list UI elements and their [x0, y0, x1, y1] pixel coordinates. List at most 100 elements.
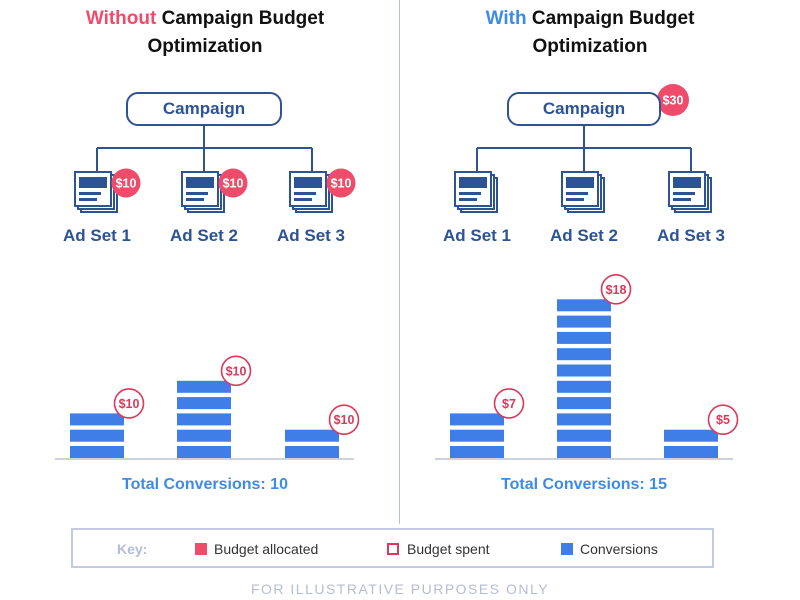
right-adset-1-spent-badge-text: $7 [502, 397, 516, 411]
right-campaign-budget-badge: $30 [657, 84, 689, 116]
right-adset-1-stack-icon [454, 171, 498, 213]
left-adset-1-stack-image [79, 177, 107, 188]
right-adset-2-conversion-block-1 [557, 446, 611, 458]
right-total-conversions: Total Conversions: 15 [501, 476, 667, 493]
right-adset-2-stack-line-2 [566, 198, 584, 201]
right-adset-3-conversion-block-1 [664, 446, 718, 458]
left-adset-1-conversion-block-1 [70, 446, 124, 458]
right-adset-3-stack-image [673, 177, 701, 188]
right-adset-3-spent-badge-text: $5 [716, 413, 730, 427]
left-adset-3-budget-badge-text: $10 [331, 177, 352, 191]
right-adset-2-stack-icon [561, 171, 605, 213]
left-adset-2-conversion-block-4 [177, 397, 231, 410]
left-adset-1-budget-badge: $10 [111, 168, 141, 198]
right-adset-2-conversion-block-2 [557, 429, 611, 442]
left-adset-3-conversion-block-1 [285, 446, 339, 458]
right-campaign-budget-badge-text: $30 [663, 94, 684, 108]
right-adset-3-stack-line-1 [673, 192, 695, 195]
right-adset-2-conversion-block-7 [557, 348, 611, 361]
right-adset-1-conversion-block-1 [450, 446, 504, 458]
left-adset-2-conversion-block-1 [177, 446, 231, 458]
left-adset-3-budget-badge: $10 [326, 168, 356, 198]
right-adset-2-spent-badge-text: $18 [606, 283, 627, 297]
left-adset-2-budget-badge-text: $10 [223, 177, 244, 191]
left-adset-2-conversion-block-5 [177, 380, 231, 393]
left-adset-2-budget-badge: $10 [218, 168, 248, 198]
right-adset-1-stack-line-1 [459, 192, 481, 195]
left-title-accent: Without [85, 8, 157, 29]
left-adset-2-stack-icon [181, 171, 225, 213]
left-adset-1-stack-line-1 [79, 192, 101, 195]
left-adset-1-conversion-block-2 [70, 429, 124, 442]
right-title-rest: Campaign Budget [526, 8, 695, 29]
right-adset-label-2: Ad Set 2 [549, 226, 619, 245]
left-adset-3-spent-badge: $10 [328, 404, 360, 436]
left-adset-2-spent-badge-text: $10 [226, 364, 247, 378]
legend-swatch-allocated [195, 543, 207, 555]
right-title-accent: With [485, 8, 527, 29]
left-adset-2-stack-image [186, 177, 214, 188]
legend-title: Key: [117, 541, 148, 557]
legend-swatch-spent [387, 543, 399, 555]
right-adset-1-stack-image [459, 177, 487, 188]
left-adset-1-stack-line-2 [79, 198, 97, 201]
right-adset-1-stack-line-2 [459, 198, 477, 201]
right-campaign-box: Campaign [507, 92, 661, 126]
right-adset-2-spent-badge: $18 [600, 273, 632, 305]
right-adset-label-1: Ad Set 1 [442, 226, 512, 245]
right-adset-1-spent-badge: $7 [493, 388, 525, 419]
right-adset-3-spent-badge: $5 [707, 404, 739, 436]
left-adset-1-budget-badge-text: $10 [116, 177, 137, 191]
left-campaign-box: Campaign [126, 92, 282, 126]
left-adset-2-spent-badge: $10 [220, 355, 252, 387]
left-adset-label-1: Ad Set 1 [62, 226, 132, 245]
legend-swatch-conversions [561, 543, 573, 555]
panel-divider [399, 0, 400, 524]
right-adset-2-conversion-block-9 [557, 315, 611, 328]
left-adset-2-conversion-block-2 [177, 429, 231, 442]
left-adset-2-spent-badge-circle [220, 355, 252, 387]
left-adset-label-2: Ad Set 2 [169, 226, 239, 245]
left-adset-1-spent-badge-text: $10 [119, 397, 140, 411]
right-adset-1-bar [450, 413, 504, 458]
right-adset-1-conversion-block-3 [450, 413, 504, 426]
left-adset-2-stack-line-2 [186, 198, 204, 201]
right-adset-2-conversion-block-5 [557, 380, 611, 393]
left-adset-1-conversion-block-3 [70, 413, 124, 426]
legend-label-conversions: Conversions [580, 541, 658, 557]
left-adset-2-budget-badge-circle [218, 168, 248, 198]
right-adset-label-3: Ad Set 3 [656, 226, 726, 245]
right-adset-1-spent-badge-circle [493, 388, 525, 419]
left-adset-3-budget-badge-circle [326, 168, 356, 198]
left-adset-3-bar [285, 429, 339, 458]
right-adset-2-spent-badge-circle [600, 273, 632, 305]
left-adset-1-bar [70, 413, 124, 458]
left-adset-3-stack-image [294, 177, 322, 188]
right-adset-1-conversion-block-2 [450, 429, 504, 442]
left-adset-label-3: Ad Set 3 [276, 226, 346, 245]
left-adset-1-stack-icon [74, 171, 118, 213]
left-adset-2-conversion-block-3 [177, 413, 231, 426]
left-adset-3-stack-icon [289, 171, 333, 213]
left-adset-3-spent-badge-text: $10 [334, 413, 355, 427]
left-title-line2: Optimization [147, 36, 263, 57]
right-adset-2-conversion-block-8 [557, 331, 611, 344]
left-title: Without Campaign Budget Optimization [5, 5, 405, 61]
right-title: With Campaign Budget Optimization [390, 5, 790, 61]
left-adset-2-bar [177, 380, 231, 458]
right-adset-2-conversion-block-3 [557, 413, 611, 426]
right-adset-3-stack-icon [668, 171, 712, 213]
right-adset-2-bar [557, 299, 611, 458]
right-adset-3-stack-line-2 [673, 198, 691, 201]
left-total-conversions: Total Conversions: 10 [122, 476, 288, 493]
footer-disclaimer: FOR ILLUSTRATIVE PURPOSES ONLY [250, 581, 550, 597]
left-adset-3-stack-line-1 [294, 192, 316, 195]
left-adset-1-budget-badge-circle [111, 168, 141, 198]
left-adset-2-stack-line-1 [186, 192, 208, 195]
right-adset-3-spent-badge-circle [707, 404, 739, 436]
right-adset-2-conversion-block-6 [557, 364, 611, 377]
left-adset-1-spent-badge-circle [113, 388, 145, 419]
right-title-line2: Optimization [532, 36, 648, 57]
left-adset-1-spent-badge: $10 [113, 388, 145, 419]
